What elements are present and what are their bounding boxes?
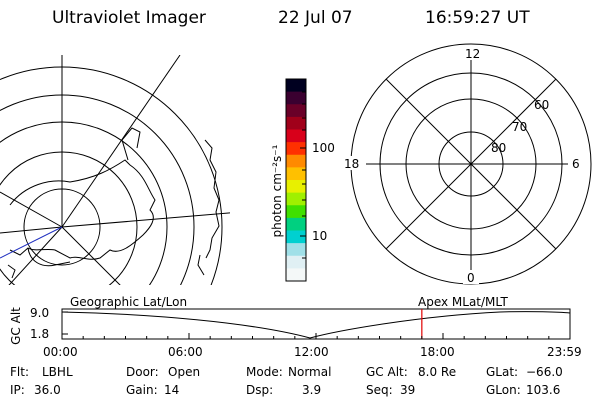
ip-label: IP:	[10, 383, 25, 397]
door-value: Open	[168, 365, 201, 379]
gc-alt-value: 8.0 Re	[418, 365, 457, 379]
timeline-y-tick-bottom: 1.8	[30, 327, 50, 341]
altitude-curve	[61, 311, 571, 339]
colorbar-band	[286, 116, 306, 130]
colorbar-band	[286, 180, 306, 194]
mlt-label-6: 6	[572, 157, 580, 171]
glon-label: GLon:	[486, 383, 521, 397]
colorbar-unit-label: photon cm⁻²s⁻¹	[270, 144, 284, 238]
colorbar-band	[286, 91, 306, 105]
continent-coastline	[204, 139, 220, 259]
coastline-fragment	[121, 127, 141, 161]
coastline-fragment	[27, 247, 71, 267]
timeline-y-axis-label: GC Alt	[9, 307, 23, 345]
instrument-title: Ultraviolet Imager	[52, 8, 206, 28]
mode-value: Normal	[288, 365, 332, 379]
colorbar-tick-10: 10	[312, 229, 328, 243]
gain-label: Gain:	[126, 383, 158, 397]
door-label: Door:	[126, 365, 159, 379]
orbit-track	[0, 226, 63, 259]
mlt-label-12: 12	[465, 47, 481, 61]
lat-label-80: 80	[491, 141, 507, 155]
lon-line	[61, 212, 230, 228]
timeline-left-title: Geographic Lat/Lon	[70, 295, 188, 309]
mlt-diagonal	[385, 78, 557, 250]
timeline-x-tick-0600: 06:00	[168, 345, 203, 359]
colorbar-band	[286, 104, 306, 118]
timeline-right-title: Apex MLat/MLT	[418, 295, 508, 309]
glon-value: 103.6	[526, 383, 561, 397]
lon-line	[61, 55, 181, 228]
coastline-fragment	[7, 264, 16, 279]
glat-label: GLat:	[486, 365, 519, 379]
colorbar-band	[286, 217, 306, 231]
timeline-x-tick-0000: 00:00	[43, 345, 78, 359]
timeline-plot	[61, 308, 571, 340]
glat-value: −66.0	[526, 365, 563, 379]
timeline-y-tick-top: 9.0	[30, 306, 50, 320]
mlt-label-18: 18	[344, 157, 360, 171]
colorbar-frame	[285, 78, 307, 282]
colorbar-band	[286, 230, 306, 244]
lat-circle	[0, 151, 138, 285]
seq-value: 39	[400, 383, 416, 397]
colorbar-band	[286, 205, 306, 219]
lon-line	[8, 226, 63, 285]
colorbar-band	[286, 255, 306, 269]
lon-line	[61, 226, 121, 285]
timeline-x-tick-1200: 12:00	[294, 345, 329, 359]
gain-value: 14	[164, 383, 180, 397]
lon-line	[0, 226, 63, 234]
colorbar	[286, 79, 306, 282]
lon-line	[0, 191, 63, 228]
seq-label: Seq:	[366, 383, 393, 397]
date-label: 22 Jul 07	[278, 8, 353, 28]
lat-label-70: 70	[512, 120, 528, 134]
flt-value: LBHL	[42, 365, 73, 379]
colorbar-band	[286, 192, 306, 206]
colorbar-band	[286, 129, 306, 143]
mode-label: Mode:	[246, 365, 283, 379]
timeline-x-tick-1800: 18:00	[420, 345, 455, 359]
colorbar-band	[286, 79, 306, 93]
dsp-label: Dsp:	[246, 383, 274, 397]
colorbar-band	[286, 142, 306, 156]
geographic-map	[0, 55, 230, 285]
colorbar-band	[286, 167, 306, 181]
antarctica-coastline	[9, 159, 156, 260]
colorbar-ticks	[300, 91, 306, 259]
ip-value: 36.0	[34, 383, 61, 397]
colorbar-band	[286, 243, 306, 257]
flt-label: Flt:	[10, 365, 29, 379]
lat-label-60: 60	[534, 98, 550, 112]
mlt-label-0: 0	[467, 271, 475, 285]
colorbar-tick-100: 100	[312, 141, 335, 155]
colorbar-band	[286, 268, 306, 282]
timeline-x-tick-2359: 23:59	[547, 345, 582, 359]
dsp-value: 3.9	[302, 383, 322, 397]
gc-alt-label: GC Alt:	[366, 365, 408, 379]
time-label: 16:59:27 UT	[425, 8, 530, 28]
colorbar-band	[286, 154, 306, 168]
continent-coastline	[197, 254, 205, 276]
polar-plot	[350, 43, 592, 285]
